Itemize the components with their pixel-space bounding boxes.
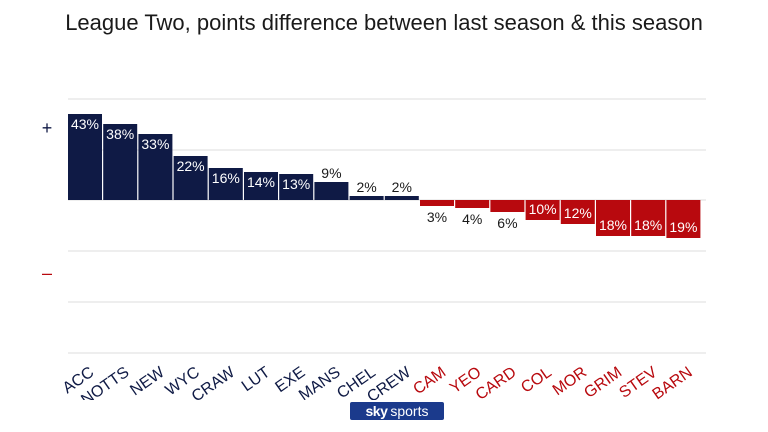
- bar-craw: [208, 168, 243, 200]
- bar-crew: [384, 196, 419, 200]
- value-label: 3%: [427, 209, 447, 225]
- category-label: BARN: [649, 364, 695, 400]
- bar-chart: + – 43% 38% 33% 22% 16% 14% 13% 9% 2% 2% 3% 4% 6% 10%…: [42, 98, 706, 400]
- category-label: MOR: [550, 364, 590, 399]
- category-label: LUT: [239, 364, 274, 395]
- value-label: 14%: [247, 174, 275, 190]
- value-label: 19%: [669, 219, 697, 235]
- value-label: 13%: [282, 176, 310, 192]
- bar-chel: [349, 196, 384, 200]
- value-label: 43%: [71, 116, 99, 132]
- chart-title: League Two, points difference between la…: [65, 10, 703, 35]
- value-label: 9%: [321, 165, 341, 181]
- bar-lut: [244, 172, 278, 200]
- bar-wyc: [173, 156, 208, 200]
- category-label: CARD: [473, 364, 520, 400]
- value-label: 38%: [106, 126, 134, 142]
- logo-sky-text: sky: [365, 403, 388, 419]
- logo-sports-text: sports: [390, 403, 429, 419]
- value-label: 2%: [356, 179, 376, 195]
- value-label: 4%: [462, 211, 482, 227]
- bar-cam: [420, 200, 454, 206]
- bar-mans: [314, 182, 349, 200]
- bar-grim: [596, 200, 630, 236]
- value-label: 18%: [599, 217, 627, 233]
- value-label: 33%: [141, 136, 169, 152]
- value-labels-group: 43% 38% 33% 22% 16% 14% 13% 9% 2% 2% 3% 4% 6% 10% 12% 1…: [71, 116, 697, 235]
- value-label: 10%: [529, 201, 557, 217]
- category-label: MANS: [296, 364, 344, 400]
- bar-mor: [560, 200, 595, 224]
- category-label: GRIM: [581, 364, 625, 400]
- bar-stev: [631, 200, 666, 236]
- bar-yeo: [455, 200, 490, 208]
- bar-new: [138, 134, 173, 200]
- bar-card: [490, 200, 525, 212]
- legend-plus: +: [42, 118, 53, 138]
- value-label: 18%: [634, 217, 662, 233]
- legend-minus: –: [42, 263, 52, 283]
- value-label: 22%: [177, 158, 205, 174]
- value-label: 16%: [212, 170, 240, 186]
- bar-notts: [103, 124, 138, 200]
- category-label: NEW: [127, 363, 168, 399]
- bar-barn: [666, 200, 701, 238]
- bars-group: [68, 114, 701, 238]
- category-label: CAM: [410, 364, 449, 398]
- bar-col: [525, 200, 560, 220]
- bar-exe: [279, 174, 314, 200]
- sky-sports-logo: sky sports: [350, 402, 444, 420]
- value-label: 6%: [497, 215, 517, 231]
- category-label: COL: [518, 364, 555, 397]
- value-label: 2%: [392, 179, 412, 195]
- bar-acc: [68, 114, 102, 200]
- value-label: 12%: [564, 205, 592, 221]
